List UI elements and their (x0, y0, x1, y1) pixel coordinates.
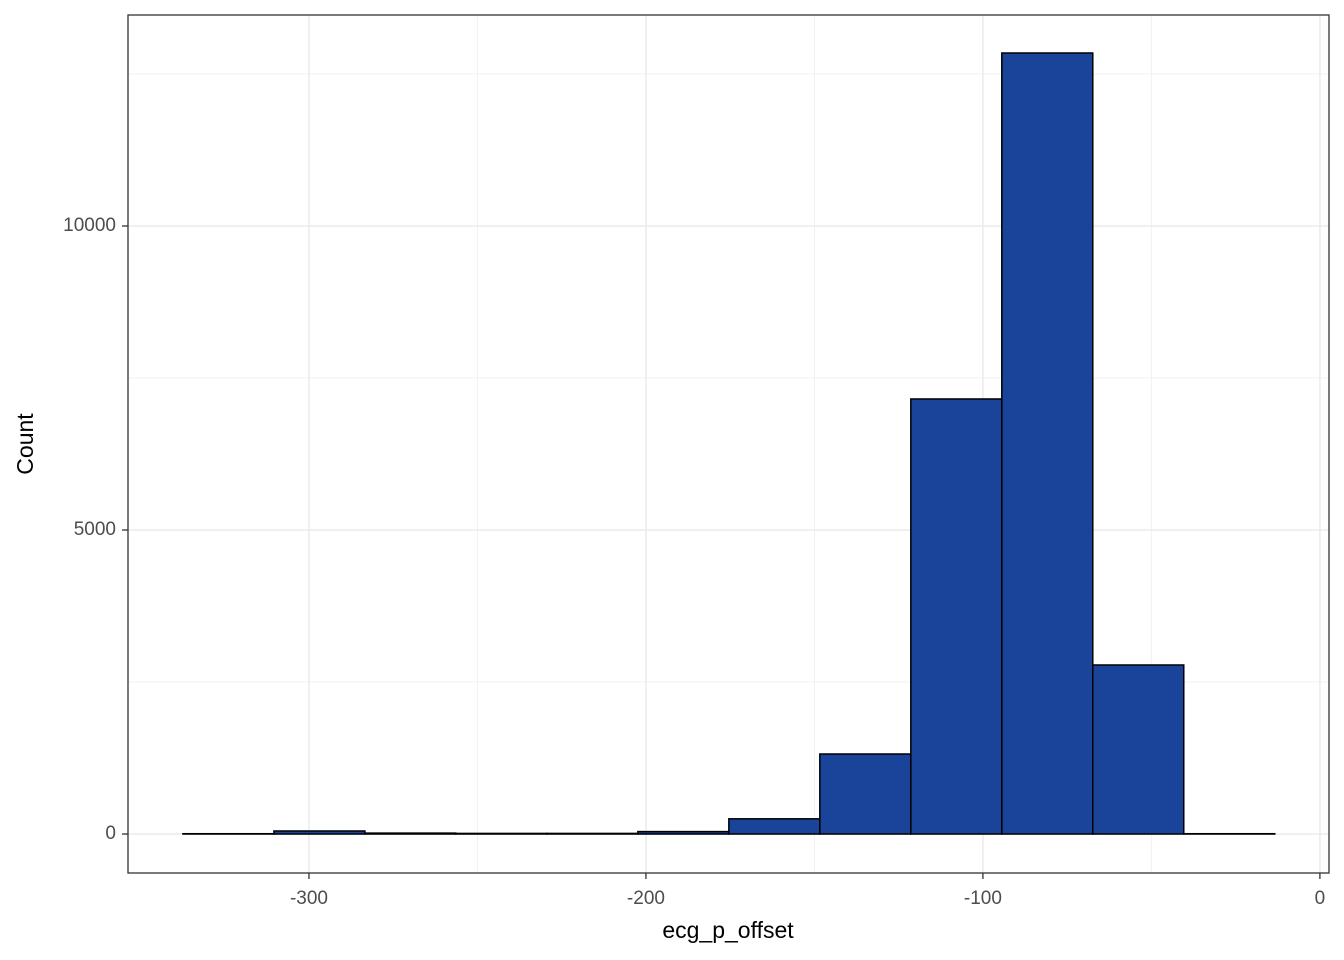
bar (546, 832, 639, 835)
x-tick-label: -100 (964, 888, 1002, 909)
y-tick-label: 10000 (63, 215, 116, 236)
x-tick-label: 0 (1315, 888, 1326, 909)
bar (273, 830, 366, 835)
plot-border (127, 14, 1330, 874)
bar (910, 398, 1003, 835)
x-axis-title: ecg_p_offset (662, 917, 794, 943)
x-tick-label: -300 (290, 888, 328, 909)
bar (364, 832, 457, 835)
y-tick-label: 5000 (74, 519, 116, 540)
y-axis-title: Count (12, 413, 38, 475)
x-tick-label: -200 (627, 888, 665, 909)
bar (819, 753, 912, 835)
bar (637, 830, 730, 835)
bar (728, 818, 821, 835)
y-tick-label: 0 (105, 823, 116, 844)
bar (1092, 664, 1185, 835)
bar (1001, 52, 1094, 835)
bar (455, 832, 548, 835)
